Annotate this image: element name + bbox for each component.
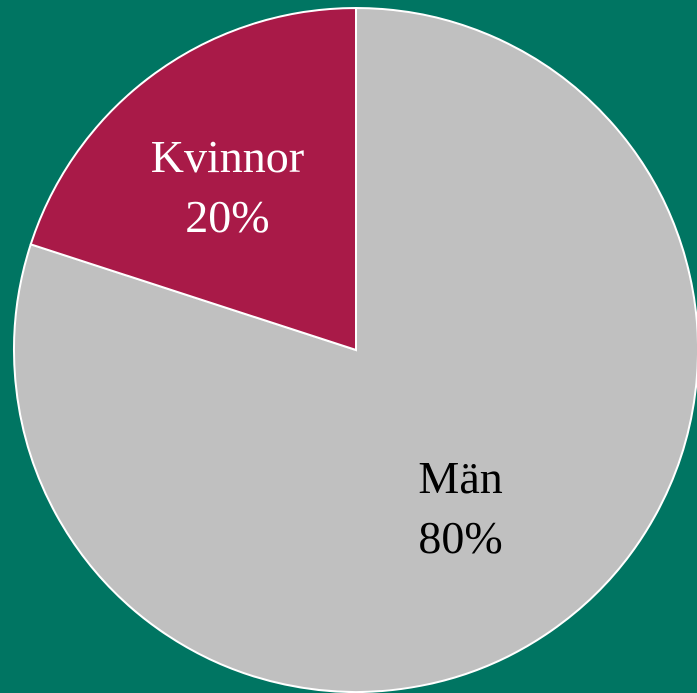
slice-label: Män bbox=[418, 452, 502, 503]
slice-value-label: 20% bbox=[185, 191, 269, 242]
slice-label: Kvinnor bbox=[151, 131, 304, 182]
pie-slice bbox=[29, 6, 357, 352]
slice-value-label: 80% bbox=[418, 512, 502, 563]
